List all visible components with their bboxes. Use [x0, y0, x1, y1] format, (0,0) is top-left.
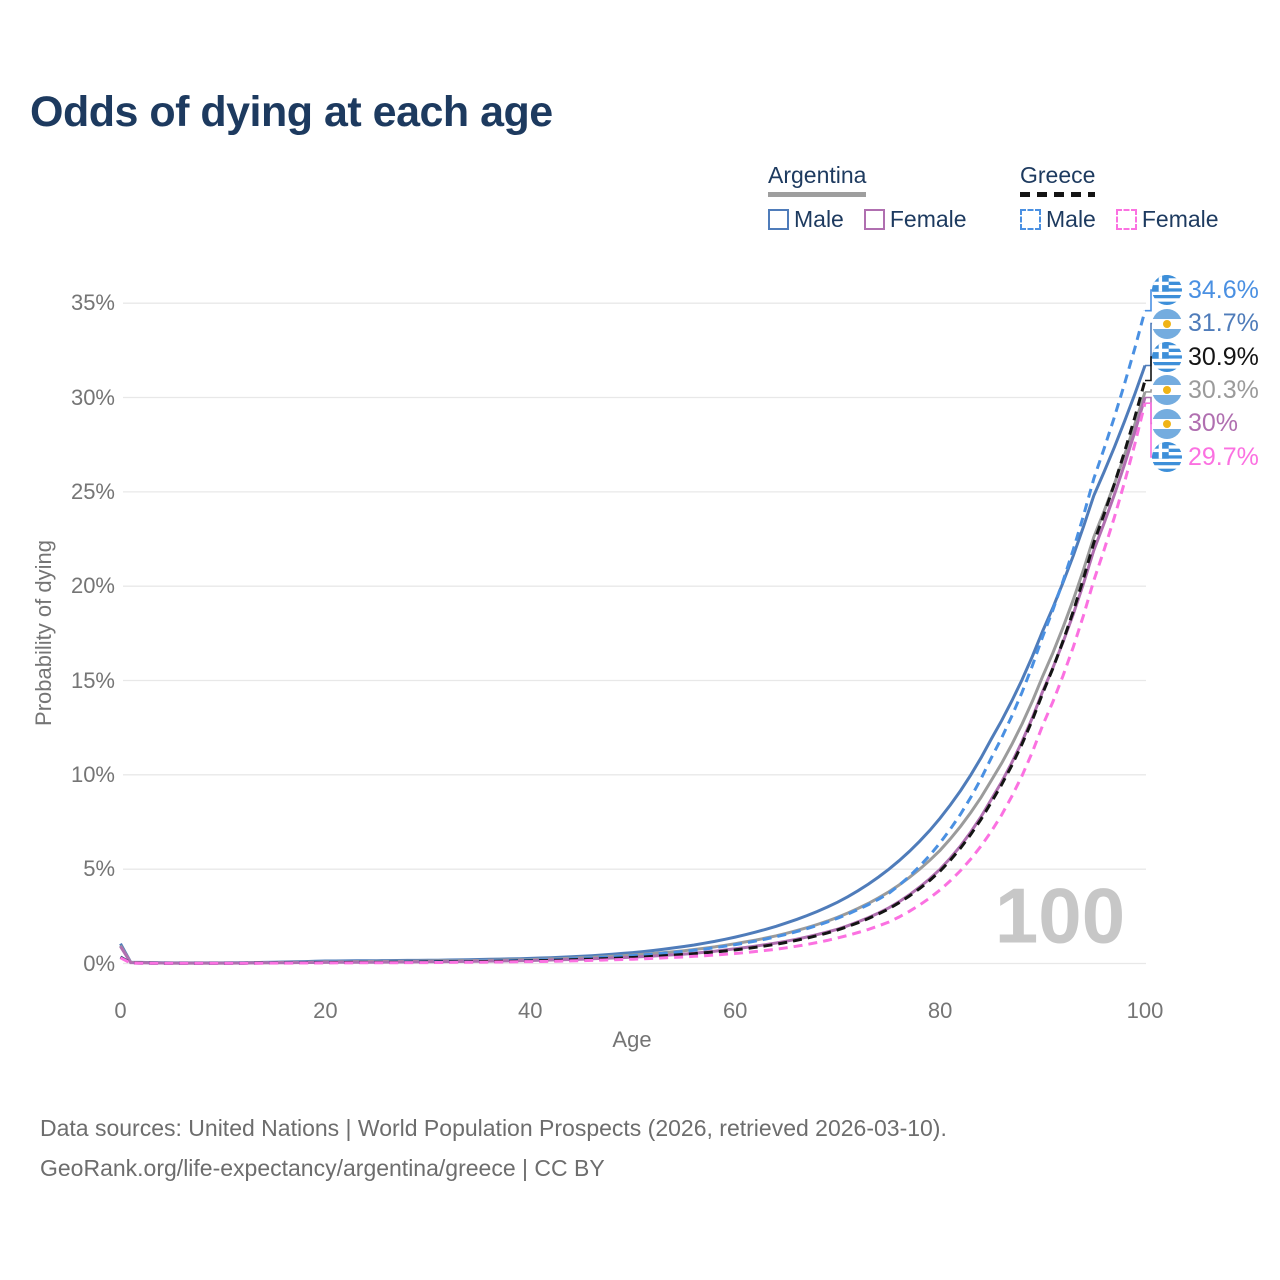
- legend-country-argentina[interactable]: Argentina: [768, 162, 867, 197]
- legend-group-argentina: Argentina Male Female: [768, 162, 967, 233]
- y-tick-label: 15%: [70, 667, 115, 693]
- greece-line-style-sample: [1020, 192, 1096, 197]
- end-label-greece-all[interactable]: 30.9%: [1152, 342, 1259, 372]
- y-axis-title: Probability of dying: [31, 540, 56, 726]
- x-tick-label: 0: [114, 998, 127, 1023]
- greece-flag-icon: [1152, 342, 1182, 372]
- series-line-greece-all[interactable]: [119, 380, 1147, 965]
- series-line-greece-male[interactable]: [119, 310, 1147, 965]
- legend-country-label: Greece: [1020, 162, 1096, 188]
- end-label-argentina-female[interactable]: 30%: [1152, 408, 1239, 439]
- end-label-argentina-all[interactable]: 30.3%: [1152, 375, 1259, 405]
- x-tick-label: 40: [518, 998, 543, 1023]
- legend-item-greece-female[interactable]: Female: [1115, 206, 1219, 233]
- x-tick-label: 80: [927, 998, 953, 1023]
- argentina-male-swatch-icon: [768, 209, 789, 230]
- y-tick-label: 25%: [70, 478, 115, 504]
- end-value-label: 30%: [1188, 409, 1239, 437]
- greece-flag-icon: [1152, 275, 1182, 305]
- end-value-label: 31.7%: [1188, 309, 1259, 337]
- legend-country-greece[interactable]: Greece: [1020, 162, 1096, 197]
- argentina-flag-icon: [1152, 375, 1182, 405]
- greece-female-swatch-icon: [1115, 209, 1137, 230]
- x-tick-label: 20: [313, 998, 338, 1023]
- end-label-greece-male[interactable]: 34.6%: [1152, 275, 1259, 305]
- x-axis-title: Age: [612, 1027, 652, 1052]
- x-tick-label: 60: [722, 998, 748, 1023]
- series-line-argentina-male[interactable]: [119, 364, 1147, 965]
- legend-item-label: Female: [1141, 206, 1219, 232]
- argentina-flag-icon: [1152, 308, 1182, 339]
- y-tick-label: 5%: [83, 856, 115, 882]
- end-value-label: 34.6%: [1188, 275, 1259, 304]
- y-tick-label: 35%: [70, 290, 115, 316]
- end-label-greece-female[interactable]: 29.7%: [1152, 442, 1259, 472]
- series-line-argentina-all[interactable]: [119, 391, 1147, 965]
- end-label-argentina-male[interactable]: 31.7%: [1152, 308, 1259, 339]
- y-tick-label: 10%: [70, 761, 115, 787]
- y-tick-label: 0%: [83, 950, 115, 976]
- data-source-footer: Data sources: United Nations | World Pop…: [40, 1108, 947, 1189]
- legend-country-label: Argentina: [768, 162, 867, 188]
- footer-attribution-line: GeoRank.org/life-expectancy/argentina/gr…: [40, 1155, 605, 1182]
- greece-flag-icon: [1152, 442, 1182, 472]
- series-line-greece-female[interactable]: [119, 402, 1147, 965]
- legend-item-label: Male: [1046, 206, 1096, 232]
- age-watermark: 100: [994, 871, 1126, 960]
- y-tick-label: 30%: [70, 384, 115, 410]
- argentina-line-style-sample: [768, 192, 867, 197]
- legend-item-label: Male: [794, 206, 844, 232]
- legend-group-greece: Greece Male Female: [1020, 162, 1219, 233]
- legend-item-label: Female: [889, 206, 967, 232]
- page-title: Odds of dying at each age: [30, 88, 553, 136]
- end-value-label: 29.7%: [1188, 442, 1259, 471]
- legend-item-argentina-male[interactable]: Male: [768, 206, 844, 233]
- y-tick-label: 20%: [70, 573, 115, 599]
- legend-item-argentina-female[interactable]: Female: [863, 206, 967, 233]
- argentina-flag-icon: [1152, 408, 1182, 439]
- argentina-female-swatch-icon: [863, 209, 885, 230]
- end-value-label: 30.3%: [1188, 375, 1259, 404]
- legend-item-greece-male[interactable]: Male: [1020, 206, 1096, 233]
- x-tick-label: 100: [1126, 998, 1164, 1023]
- greece-male-swatch-icon: [1020, 209, 1041, 230]
- footer-sources-line: Data sources: United Nations | World Pop…: [40, 1115, 947, 1141]
- end-value-label: 30.9%: [1188, 342, 1259, 371]
